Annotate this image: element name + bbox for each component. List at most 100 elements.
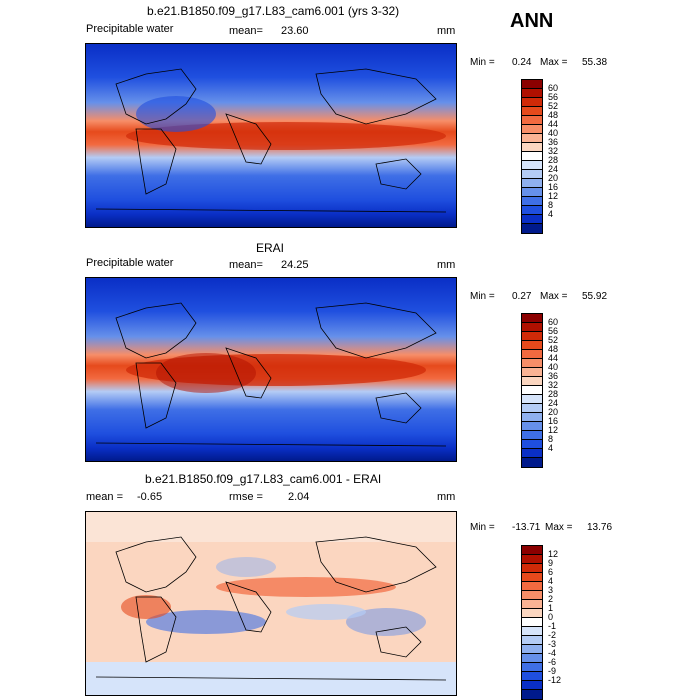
- colorbar-swatch: [522, 564, 542, 573]
- colorbar-swatch: [522, 654, 542, 663]
- colorbar-tick-label: 12: [548, 549, 559, 559]
- colorbar-tick-label: 56: [548, 92, 559, 102]
- panel-title-diff: b.e21.B1850.f09_g17.L83_cam6.001 - ERAI: [145, 472, 382, 486]
- colorbar-swatch: [522, 188, 542, 197]
- colorbar-tick-label: 60: [548, 83, 559, 93]
- colorbar-swatch: [522, 125, 542, 134]
- map-diff: [85, 511, 457, 696]
- mean-value-model: 23.60: [281, 25, 309, 37]
- colorbar-tick-label: -4: [548, 648, 557, 658]
- colorbar-swatch: [522, 350, 542, 359]
- colorbar-swatch: [522, 600, 542, 609]
- colorbar-swatch: [522, 107, 542, 116]
- colorbar-swatch: [522, 591, 542, 600]
- min-value-diff: -13.71: [512, 522, 541, 533]
- colorbar-tick-label: 44: [548, 119, 559, 129]
- colorbar-tick-label: 20: [548, 173, 559, 183]
- colorbar-swatch: [522, 323, 542, 332]
- colorbar-tick-label: 48: [548, 344, 559, 354]
- min-value-model: 0.24: [512, 57, 532, 68]
- colorbar-swatch: [522, 89, 542, 98]
- colorbar-swatch: [522, 377, 542, 386]
- units-model: mm: [437, 25, 456, 37]
- colorbar-swatch: [522, 573, 542, 582]
- colorbar-tick-label: 4: [548, 443, 554, 453]
- colorbar-tick-label: 16: [548, 416, 559, 426]
- colorbar-swatch: [522, 206, 542, 215]
- colorbar-swatch: [522, 80, 542, 89]
- colorbar-swatch: [522, 672, 542, 681]
- colorbar-tick-label: 12: [548, 425, 559, 435]
- colorbar-tick-label: 8: [548, 434, 554, 444]
- colorbar-tick-label: 6: [548, 567, 554, 577]
- colorbar-tick-label: 3: [548, 585, 554, 595]
- colorbar-tick-label: 52: [548, 101, 559, 111]
- colorbar-swatch: [522, 609, 542, 618]
- colorbar-swatch: [522, 449, 542, 458]
- max-label-diff: Max =: [545, 522, 573, 533]
- colorbar-tick-label: 8: [548, 200, 554, 210]
- colorbar-tick-label: -2: [548, 630, 557, 640]
- colorbar-tick-label: 56: [548, 326, 559, 336]
- colorbar-swatch: [522, 341, 542, 350]
- colorbar-swatch: [522, 224, 542, 233]
- colorbar-tick-label: -6: [548, 657, 557, 667]
- colorbar-swatch: [522, 690, 542, 699]
- rmse-value-diff: 2.04: [288, 491, 310, 503]
- colorbar-swatch: [522, 170, 542, 179]
- colorbar-tick-label: 9: [548, 558, 554, 568]
- colorbar-tick-label: 28: [548, 155, 559, 165]
- colorbar-tick-label: 28: [548, 389, 559, 399]
- colorbar-tick-label: -9: [548, 666, 557, 676]
- colorbar-tick-label: 1: [548, 603, 554, 613]
- colorbar-tick-label: 16: [548, 182, 559, 192]
- colorbar-model: [521, 79, 543, 234]
- min-value-obs: 0.27: [512, 291, 532, 302]
- mean-value-obs: 24.25: [281, 259, 309, 271]
- field-label-obs: Precipitable water: [86, 257, 174, 269]
- mean-label-diff: mean =: [86, 491, 123, 503]
- map-model: [85, 43, 457, 228]
- max-value-obs: 55.92: [582, 291, 608, 302]
- colorbar-tick-label: 4: [548, 209, 554, 219]
- field-label-model: Precipitable water: [86, 23, 174, 35]
- colorbar-swatch: [522, 413, 542, 422]
- colorbar-tick-label: -3: [548, 639, 557, 649]
- units-diff: mm: [437, 491, 456, 503]
- colorbar-swatch: [522, 555, 542, 564]
- colorbar-swatch: [522, 98, 542, 107]
- colorbar-swatch: [522, 582, 542, 591]
- max-value-model: 55.38: [582, 57, 608, 68]
- mean-label-model: mean=: [229, 25, 263, 37]
- colorbar-swatch: [522, 440, 542, 449]
- rmse-label-diff: rmse =: [229, 491, 263, 503]
- colorbar-tick-label: 0: [548, 612, 554, 622]
- colorbar-tick-label: 52: [548, 335, 559, 345]
- units-obs: mm: [437, 259, 456, 271]
- colorbar-swatch: [522, 359, 542, 368]
- colorbar-tick-label: 4: [548, 576, 554, 586]
- colorbar-tick-label: 40: [548, 362, 559, 372]
- colorbar-swatch: [522, 395, 542, 404]
- colorbar-swatch: [522, 458, 542, 467]
- colorbar-swatch: [522, 681, 542, 690]
- colorbar-swatch: [522, 431, 542, 440]
- colorbar-tick-label: 60: [548, 317, 559, 327]
- colorbar-swatch: [522, 179, 542, 188]
- colorbar-swatch: [522, 197, 542, 206]
- colorbar-tick-label: 20: [548, 407, 559, 417]
- colorbar-tick-label: 44: [548, 353, 559, 363]
- colorbar-swatch: [522, 645, 542, 654]
- colorbar-obs: [521, 313, 543, 468]
- colorbar-swatch: [522, 143, 542, 152]
- colorbar-tick-label: 40: [548, 128, 559, 138]
- colorbar-tick-label: 32: [548, 380, 559, 390]
- min-label-diff: Min =: [470, 522, 495, 533]
- colorbar-swatch: [522, 546, 542, 555]
- colorbar-tick-label: 32: [548, 146, 559, 156]
- colorbar-swatch: [522, 404, 542, 413]
- colorbar-tick-label: 24: [548, 398, 559, 408]
- colorbar-swatch: [522, 152, 542, 161]
- colorbar-swatch: [522, 314, 542, 323]
- panel-title-obs: ERAI: [256, 241, 285, 255]
